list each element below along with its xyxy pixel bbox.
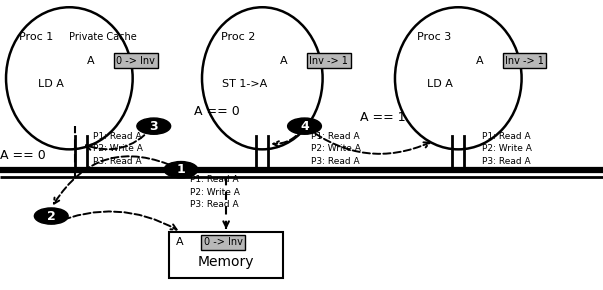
Text: Proc 1: Proc 1 <box>19 32 53 42</box>
Text: 0 -> Inv: 0 -> Inv <box>204 237 242 247</box>
Ellipse shape <box>202 7 323 149</box>
Text: LD A: LD A <box>428 79 453 89</box>
Circle shape <box>288 118 321 134</box>
Text: Memory: Memory <box>198 255 254 269</box>
Text: Proc 2: Proc 2 <box>221 32 256 42</box>
Text: Inv -> 1: Inv -> 1 <box>505 56 544 66</box>
Text: A: A <box>476 56 483 66</box>
Text: 1: 1 <box>177 163 185 176</box>
Text: P1: Read A
P2: Write A
P3: Read A: P1: Read A P2: Write A P3: Read A <box>482 132 532 166</box>
Ellipse shape <box>6 7 133 149</box>
Text: P1: Read A
P2: Write A
P3: Read A: P1: Read A P2: Write A P3: Read A <box>311 132 361 166</box>
FancyBboxPatch shape <box>169 232 283 278</box>
Ellipse shape <box>395 7 522 149</box>
Text: Proc 3: Proc 3 <box>417 32 451 42</box>
Circle shape <box>34 208 68 224</box>
Text: ST 1->A: ST 1->A <box>221 79 267 89</box>
Text: P1: Read A
P2: Write A
P3: Read A: P1: Read A P2: Write A P3: Read A <box>190 175 240 209</box>
Text: 4: 4 <box>300 120 309 133</box>
Text: A: A <box>176 237 183 247</box>
Text: A == 1: A == 1 <box>360 111 406 124</box>
Text: A == 0: A == 0 <box>0 149 46 162</box>
Text: 3: 3 <box>150 120 158 133</box>
Circle shape <box>137 118 171 134</box>
Circle shape <box>164 162 198 178</box>
Text: P1: Read A
P2: Write A
P3: Read A: P1: Read A P2: Write A P3: Read A <box>93 132 144 166</box>
Text: LD A: LD A <box>39 79 64 89</box>
Text: 0 -> Inv: 0 -> Inv <box>116 56 155 66</box>
Text: A: A <box>87 56 94 66</box>
Text: A == 0: A == 0 <box>194 105 240 118</box>
Text: 2: 2 <box>47 210 55 222</box>
Text: Inv -> 1: Inv -> 1 <box>309 56 348 66</box>
Text: A: A <box>280 56 287 66</box>
Text: Private Cache: Private Cache <box>69 32 136 42</box>
